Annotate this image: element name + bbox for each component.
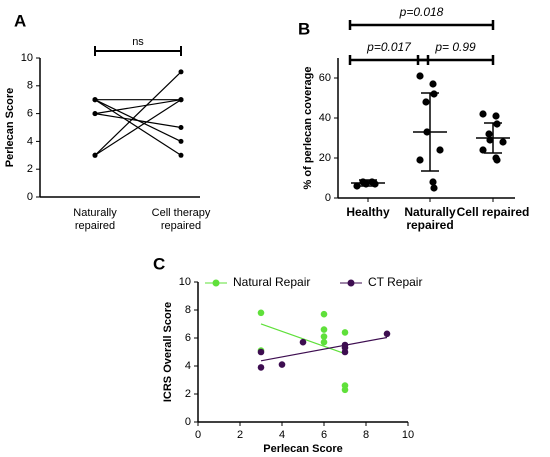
annotation: ns [132,36,144,48]
point [353,182,361,190]
point [92,97,98,103]
panel-label: B [298,19,310,38]
point [499,138,507,146]
point [422,98,430,106]
point [436,146,444,154]
y-axis-label: % of perlecan coverage [302,67,314,190]
y-tick-label: 4 [185,360,191,372]
bracket [348,55,430,65]
panel-label: A [14,11,26,30]
y-tick-label: 0 [185,416,191,428]
error-bar [484,122,502,154]
annotation: p= 0.99 [434,40,476,54]
x-tick-label: Naturally repaired [73,207,117,232]
bracket [348,20,495,30]
point [430,90,438,98]
pair-line [94,71,182,156]
y-tick-label: 0 [27,191,33,203]
y-axis-label: ICRS Overall Score [162,302,174,402]
point [493,156,501,164]
y-tick-label: 10 [21,52,33,64]
point [178,125,184,130]
trend-line [260,336,388,362]
y-tick-label: 2 [185,388,191,400]
x-tick-label: Cell therapy repaired [151,207,211,232]
point [320,333,328,340]
point [485,130,493,138]
point [341,329,349,336]
y-tick-label: 0 [325,192,331,204]
error-bar [359,179,377,187]
point [492,112,500,120]
y-tick-label: 60 [319,72,331,84]
point [178,138,184,144]
point [416,72,424,80]
y-tick-label: 6 [185,332,191,344]
point [320,326,328,333]
y-tick-label: 20 [319,152,331,164]
point [178,97,184,103]
x-tick-label: 10 [402,429,414,441]
legend-marker [347,279,355,287]
y-tick-label: 4 [27,135,33,147]
point [257,348,265,356]
y-tick-label: 40 [319,112,331,124]
pair-line [94,99,182,142]
point [257,309,265,317]
point [479,110,487,118]
point [299,338,307,346]
annotation: p=0.017 [366,40,412,54]
x-tick-label: 4 [279,429,285,441]
y-tick-label: 8 [27,80,33,92]
point [257,364,265,371]
point [178,69,184,75]
legend-label: Natural Repair [233,275,310,289]
point [383,330,391,338]
pair-line [94,99,182,115]
y-axis-label: Perlecan Score [4,88,16,168]
x-axis-label: Perlecan Score [263,443,343,455]
point [341,386,349,394]
point [416,156,424,164]
x-tick-label: 8 [363,429,369,441]
point [320,310,328,318]
point [320,338,328,346]
point [493,120,501,128]
y-tick-label: 10 [179,276,191,288]
point [429,80,437,88]
trend-line [260,323,346,355]
point [479,146,487,154]
point [92,111,98,117]
point [178,152,184,158]
y-tick-label: 6 [27,108,33,120]
legend-marker [212,279,220,287]
panel-label: C [153,254,165,273]
error-bar [421,92,439,172]
x-tick-label: Naturally repaired [404,205,456,232]
bracket [416,55,495,65]
x-tick-label: Healthy [346,205,390,219]
annotation: p=0.018 [399,5,444,19]
legend-label: CT Repair [368,275,422,289]
point [430,184,438,192]
point [341,344,349,352]
y-tick-label: 8 [185,304,191,316]
point [278,361,286,368]
x-tick-label: 2 [237,429,243,441]
x-tick-label: Cell repaired [456,205,530,219]
pair-line [94,99,182,156]
x-tick-label: 0 [195,429,201,441]
bracket [94,46,182,56]
point [429,178,437,186]
y-tick-label: 2 [27,163,33,175]
x-tick-label: 6 [321,429,327,441]
point [92,152,98,158]
